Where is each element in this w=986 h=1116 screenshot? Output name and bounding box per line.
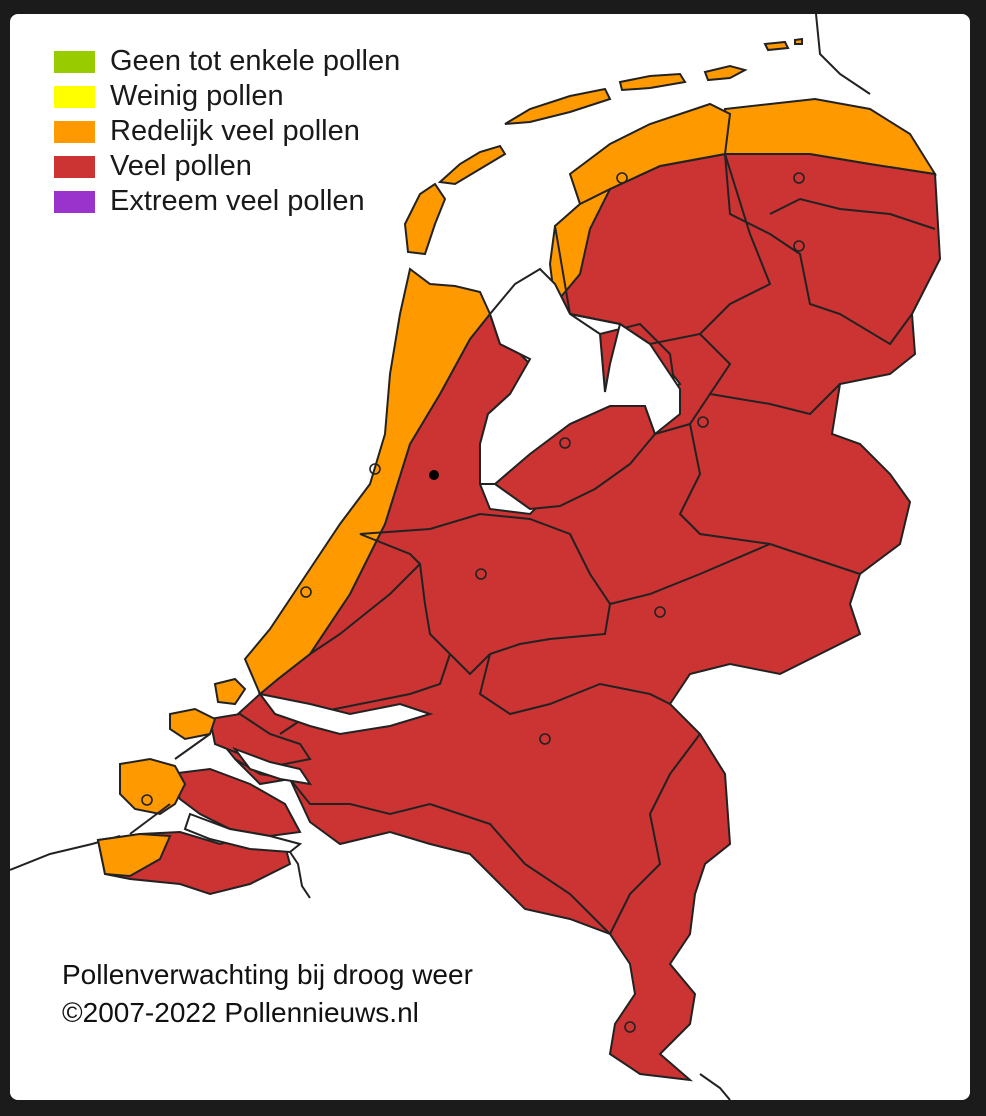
legend-item-geen: Geen tot enkele pollen xyxy=(54,44,400,79)
legend-label: Redelijk veel pollen xyxy=(110,115,360,147)
caption-copyright: ©2007-2022 Pollennieuws.nl xyxy=(62,997,419,1028)
city-marker xyxy=(654,606,666,618)
water-bodies xyxy=(183,267,681,854)
legend-item-veel: Veel pollen xyxy=(54,149,400,184)
map-frame: Geen tot enkele pollen Weinig pollen Red… xyxy=(10,14,970,1100)
city-marker xyxy=(539,733,551,745)
legend-item-weinig: Weinig pollen xyxy=(54,79,400,114)
city-marker xyxy=(559,437,571,449)
legend-swatch xyxy=(54,155,95,178)
city-markers xyxy=(141,172,805,1033)
legend: Geen tot enkele pollen Weinig pollen Red… xyxy=(54,44,400,219)
city-marker xyxy=(369,463,381,475)
legend-label: Veel pollen xyxy=(110,150,252,182)
city-marker xyxy=(616,172,628,184)
legend-swatch xyxy=(54,120,95,143)
caption-title: Pollenverwachting bij droog weer xyxy=(62,959,473,990)
map-caption: Pollenverwachting bij droog weer ©2007-2… xyxy=(62,956,473,1032)
region-zeeland-north xyxy=(208,712,312,768)
city-marker xyxy=(475,568,487,580)
city-marker xyxy=(793,172,805,184)
netherlands-pollen-map xyxy=(10,14,942,1100)
city-marker xyxy=(141,794,153,806)
region-zeeland-middle xyxy=(168,767,302,838)
legend-label: Weinig pollen xyxy=(110,80,284,112)
legend-item-extreem: Extreem veel pollen xyxy=(54,184,400,219)
legend-item-redelijk: Redelijk veel pollen xyxy=(54,114,400,149)
capital-marker xyxy=(429,470,439,480)
legend-swatch xyxy=(54,50,95,73)
city-marker xyxy=(300,586,312,598)
city-marker xyxy=(624,1021,636,1033)
legend-label: Extreem veel pollen xyxy=(110,185,365,217)
legend-swatch xyxy=(54,85,95,108)
legend-label: Geen tot enkele pollen xyxy=(110,45,401,77)
province-borders xyxy=(129,153,936,935)
legend-swatch xyxy=(54,190,95,213)
city-marker xyxy=(793,240,805,252)
city-marker xyxy=(697,416,709,428)
